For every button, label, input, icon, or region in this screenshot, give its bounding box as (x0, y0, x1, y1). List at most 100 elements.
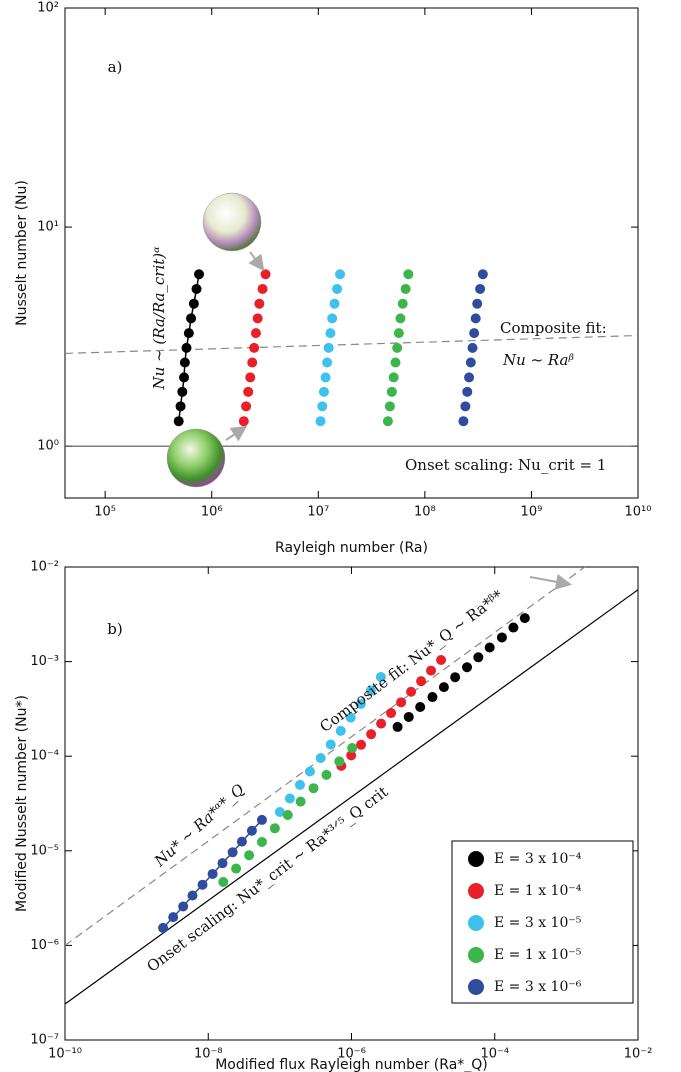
data-point (335, 725, 346, 736)
data-point (325, 328, 336, 339)
data-point (519, 613, 530, 624)
data-point (243, 386, 254, 397)
panel: 10⁻¹⁰ 10⁻⁸ 10⁻⁶ 10⁻⁴ 10⁻² 10⁻⁷ 10⁻⁶ 10⁻⁵ 10⁻⁴ 10⁻… (14, 560, 652, 1072)
data-point (269, 823, 280, 834)
x-tick-label: 10¹⁰ (625, 505, 652, 520)
data-point (496, 632, 507, 643)
data-point (465, 357, 476, 368)
data-point (315, 753, 326, 764)
data-point (475, 283, 486, 294)
annotation: Nu ~ Raᵝ (502, 351, 574, 369)
data-point (178, 901, 189, 912)
panel: 10⁵ 10⁶ 10⁷ 10⁸ 10⁹ 10¹⁰ 10⁰ 10¹ 10² Rayleigh num… (14, 1, 651, 557)
annotation: Onset scaling: Nu_crit = 1 (405, 456, 606, 474)
data-point (436, 654, 447, 665)
data-point (467, 342, 478, 353)
data-point (315, 416, 326, 427)
y-axis-label: Modified Nusselt number (Nu*) (14, 695, 30, 912)
data-point (252, 313, 263, 324)
x-tick-label: 10⁻² (624, 1047, 653, 1062)
data-point (308, 783, 319, 794)
data-point (244, 850, 255, 861)
annotation: Nu ~ (Ra/Ra_crit)ᵅ (150, 246, 168, 391)
data-point (469, 328, 480, 339)
data-point (257, 283, 268, 294)
y-tick-label: 10⁻⁵ (30, 843, 59, 858)
x-tick-label: 10⁻⁸ (194, 1047, 223, 1062)
data-point (334, 756, 345, 767)
data-point (207, 868, 218, 879)
decorations (166, 192, 572, 590)
data-point (241, 401, 252, 412)
data-point (426, 665, 437, 676)
data-point (256, 836, 267, 847)
data-point (332, 283, 343, 294)
y-tick-label: 10⁻⁶ (30, 938, 59, 953)
data-point (247, 357, 258, 368)
data-point (346, 750, 357, 761)
data-point (168, 912, 179, 923)
data-point (177, 386, 188, 397)
data-point (347, 743, 358, 754)
plot-frame (64, 7, 639, 499)
data-point (460, 401, 471, 412)
y-tick-label: 10⁰ (37, 439, 59, 454)
data-point (245, 372, 256, 383)
data-point (356, 739, 367, 750)
fit-line (64, 566, 586, 946)
data-point (304, 766, 315, 777)
data-point (254, 298, 265, 309)
y-axis-label: Nusselt number (Nu) (14, 180, 30, 326)
data-point (477, 269, 488, 280)
data-point (194, 269, 205, 280)
legend-label: E = 1 x 10⁻⁵ (494, 947, 582, 963)
data-point (462, 662, 473, 673)
data-point (396, 697, 407, 708)
y-tick-label: 10² (37, 1, 59, 16)
data-point (284, 793, 295, 804)
data-point (191, 283, 202, 294)
sphere-image (202, 192, 262, 252)
data-point (393, 328, 404, 339)
data-point (217, 858, 228, 869)
x-axis-label: Rayleigh number (Ra) (275, 540, 428, 556)
data-point (416, 676, 427, 687)
y-tick-label: 10⁻⁴ (30, 749, 59, 764)
data-point (250, 328, 261, 339)
data-point (484, 642, 495, 653)
data-point (458, 416, 469, 427)
data-point (392, 721, 403, 732)
x-tick-label: 10⁸ (414, 505, 436, 520)
data-point (320, 372, 331, 383)
arrow (225, 425, 248, 442)
data-point (473, 652, 484, 663)
data-point (218, 876, 229, 887)
annotation: b) (107, 620, 122, 638)
data-point (187, 890, 198, 901)
data-point (295, 796, 306, 807)
fit-line (64, 334, 639, 355)
legend-swatch (468, 915, 484, 931)
annotation: Onset scaling: Nu*_crit ~ Ra*³ᐟ⁵_Q crit (143, 783, 391, 976)
data-point (227, 847, 238, 858)
arrow (529, 573, 572, 590)
data-point (403, 711, 414, 722)
data-point (323, 342, 334, 353)
data-point (197, 879, 208, 890)
data-point (438, 682, 449, 693)
data-point (450, 672, 461, 683)
data-point (508, 622, 519, 633)
legend-label: E = 3 x 10⁻⁶ (494, 979, 582, 995)
legend-label: E = 1 x 10⁻⁴ (494, 883, 582, 899)
legend-label: E = 3 x 10⁻⁵ (494, 915, 582, 931)
data-point (386, 386, 397, 397)
data-point (188, 298, 199, 309)
data-point (231, 863, 242, 874)
y-tick-label: 10¹ (37, 220, 59, 235)
legend: E = 3 x 10⁻⁴ E = 1 x 10⁻⁴ E = 3 x 10⁻⁵ E = … (451, 840, 634, 1004)
data-point (158, 922, 169, 933)
legend-label: E = 3 x 10⁻⁴ (494, 851, 582, 867)
data-point (392, 342, 403, 353)
